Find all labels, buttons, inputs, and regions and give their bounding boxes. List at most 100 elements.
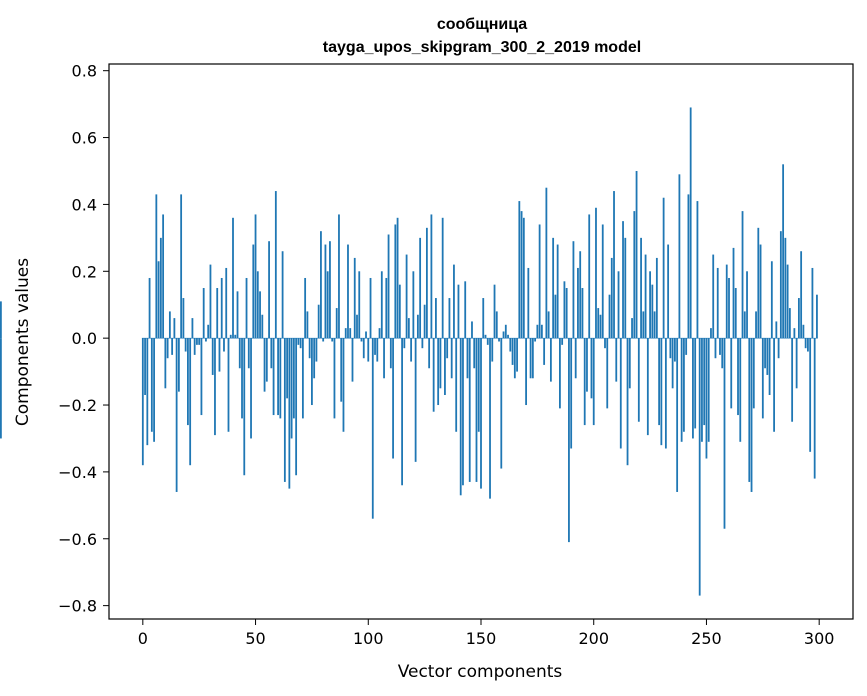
bar-254	[714, 338, 717, 359]
bar-33	[216, 288, 219, 339]
x-tick-label: 100	[353, 629, 384, 648]
bar-63	[283, 338, 286, 482]
y-axis-ticks: −0.8 −0.6 −0.4 −0.2 0.0 0.2 0.4 0.6 0.8	[58, 62, 109, 616]
bar-262	[732, 247, 735, 339]
bar-258	[723, 338, 726, 529]
bar-21	[189, 338, 192, 466]
bar-188	[565, 288, 568, 339]
bar-220	[637, 338, 640, 422]
bar-235	[671, 338, 674, 389]
bar-131	[437, 338, 440, 406]
bar-118	[407, 318, 410, 339]
bar-96	[358, 271, 361, 339]
bar-106	[380, 271, 383, 339]
bar-276	[764, 338, 766, 369]
bar-139	[455, 338, 458, 432]
bar-259	[725, 264, 728, 339]
bar-156	[493, 284, 496, 339]
bar-150	[480, 338, 482, 489]
bar-124	[421, 338, 424, 349]
bar-209	[613, 191, 615, 339]
bar-91	[347, 244, 349, 339]
bar-180	[547, 311, 550, 339]
bar-279	[770, 261, 773, 339]
bar-27	[202, 288, 205, 339]
bar-series	[0, 107, 818, 596]
bar-25	[198, 338, 201, 345]
bar-1	[144, 338, 146, 395]
bar-94	[353, 257, 356, 339]
bar-202	[597, 308, 600, 339]
bar-177	[540, 324, 543, 339]
bar-41	[234, 334, 237, 339]
bar-291	[797, 298, 800, 339]
bar-101	[369, 277, 372, 339]
bar-247	[698, 338, 701, 596]
bar-200	[592, 338, 595, 426]
bar-133	[441, 217, 444, 339]
bar-205	[604, 338, 606, 349]
bar-149	[477, 338, 480, 432]
bar-203	[599, 314, 602, 339]
bar-39	[229, 334, 232, 339]
bar-40	[232, 217, 234, 339]
x-axis-ticks: 0 50 100 150 200 250 300	[138, 619, 835, 648]
bar-175	[536, 324, 539, 339]
x-tick-label: 300	[804, 629, 835, 648]
bar-213	[622, 221, 624, 339]
bar-297	[811, 267, 814, 339]
bar-250	[705, 338, 708, 459]
bar-189	[568, 338, 570, 543]
chart-title: сообщница	[437, 16, 527, 33]
bar-99	[365, 331, 367, 339]
bar-287	[788, 308, 791, 339]
bar-129	[432, 338, 435, 412]
bar-214	[624, 237, 627, 339]
bar-59	[274, 191, 277, 339]
bar-267	[743, 311, 746, 339]
bar-170	[525, 338, 527, 406]
bar-72	[304, 277, 307, 339]
bar-22	[191, 318, 194, 339]
bar-6	[155, 194, 158, 339]
bar-32	[214, 338, 216, 436]
bar-233	[667, 244, 670, 339]
bar-243	[689, 107, 692, 339]
bar-225	[649, 271, 651, 339]
bar-264	[737, 338, 739, 416]
bar-239	[680, 338, 683, 442]
bar-109	[387, 234, 390, 339]
bar-294	[804, 338, 807, 349]
bar-140	[457, 284, 460, 339]
bar-158	[498, 338, 500, 342]
bar-97	[360, 338, 363, 342]
bar-53	[261, 314, 264, 339]
bar-103	[374, 338, 376, 355]
bar-78	[317, 304, 320, 339]
bar-216	[628, 338, 631, 389]
bar-197	[586, 338, 588, 392]
bar-18	[182, 298, 185, 339]
x-tick-label: 250	[691, 629, 722, 648]
bar-42	[236, 291, 239, 339]
bar-74	[308, 338, 311, 359]
bar-104	[376, 338, 379, 362]
bar-127	[428, 338, 431, 369]
bar-34	[218, 338, 221, 372]
bar-245	[694, 338, 697, 429]
bar-190	[570, 338, 573, 449]
bar-249	[703, 338, 706, 426]
bar-174	[534, 338, 537, 342]
bar-10	[164, 338, 167, 389]
bar-218	[633, 211, 636, 339]
bar-147	[473, 338, 476, 369]
bar-144	[466, 338, 469, 379]
bar-152	[484, 334, 487, 339]
bar-273	[757, 227, 760, 339]
bar-181	[549, 338, 552, 382]
bar-66	[290, 338, 293, 439]
bar-255	[716, 267, 719, 339]
bar-266	[741, 211, 744, 339]
bar-2	[146, 338, 149, 446]
bar-87	[338, 214, 340, 339]
